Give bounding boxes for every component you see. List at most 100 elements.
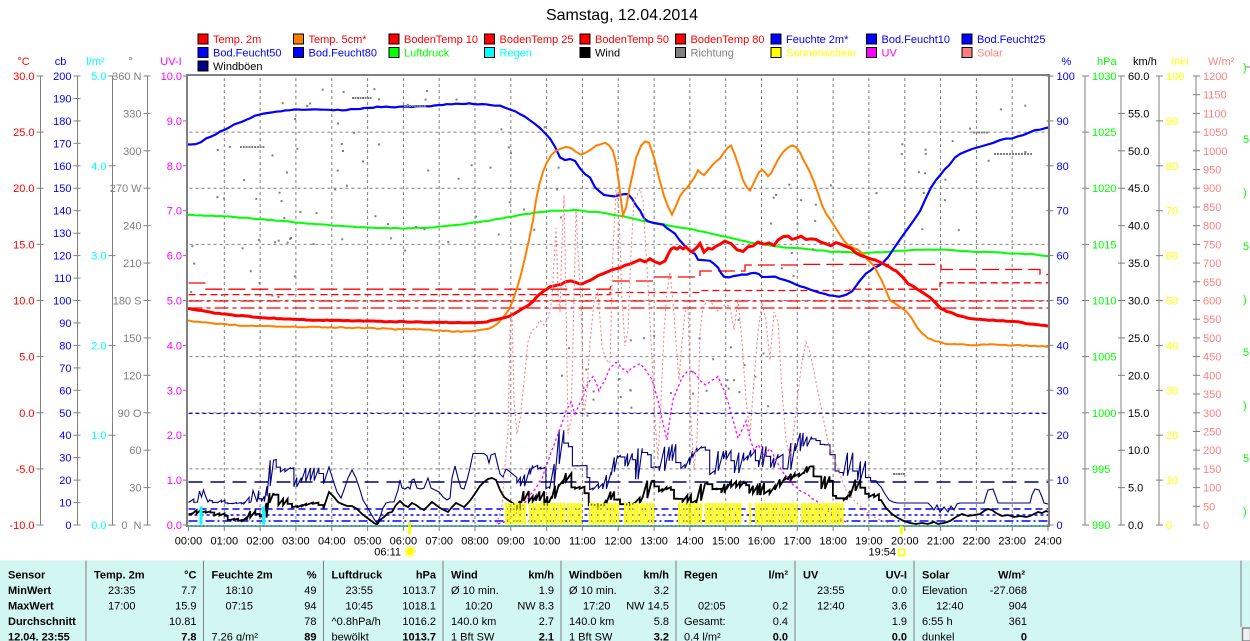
svg-text:Elevation: Elevation bbox=[922, 585, 967, 597]
svg-text:): ) bbox=[1243, 187, 1247, 199]
svg-text:0 N: 0 N bbox=[121, 520, 141, 532]
svg-text:Ø 10 min.: Ø 10 min. bbox=[569, 585, 617, 597]
svg-text:50: 50 bbox=[1166, 296, 1178, 308]
svg-text:30: 30 bbox=[1057, 385, 1069, 397]
svg-text:BodenTemp 25: BodenTemp 25 bbox=[500, 34, 574, 46]
svg-text:140.0 km: 140.0 km bbox=[451, 616, 496, 628]
svg-text:49: 49 bbox=[304, 585, 316, 597]
svg-text:950: 950 bbox=[1203, 165, 1221, 177]
svg-text:23:35: 23:35 bbox=[108, 585, 136, 597]
svg-text:3.0: 3.0 bbox=[167, 385, 182, 397]
svg-text:210: 210 bbox=[123, 258, 141, 270]
svg-text:06:11: 06:11 bbox=[374, 547, 401, 559]
svg-text:BodenTemp 10: BodenTemp 10 bbox=[404, 34, 478, 46]
svg-text:10:45: 10:45 bbox=[346, 601, 374, 613]
svg-text:3.2: 3.2 bbox=[654, 585, 669, 597]
svg-text:80: 80 bbox=[1057, 161, 1069, 173]
svg-text:Regen: Regen bbox=[500, 48, 532, 60]
svg-text:km/h: km/h bbox=[528, 570, 554, 582]
svg-text:02:00: 02:00 bbox=[246, 536, 274, 548]
svg-text:0.0: 0.0 bbox=[1128, 520, 1143, 532]
svg-text:Bod.Feucht10: Bod.Feucht10 bbox=[882, 34, 951, 46]
svg-text:): ) bbox=[1243, 294, 1247, 306]
svg-text:400: 400 bbox=[1203, 370, 1221, 382]
svg-text:170: 170 bbox=[53, 138, 71, 150]
svg-text:70: 70 bbox=[1166, 206, 1178, 218]
svg-text:0.0: 0.0 bbox=[892, 585, 907, 597]
svg-text:NW 14.5: NW 14.5 bbox=[626, 601, 669, 613]
svg-text:200: 200 bbox=[53, 71, 71, 83]
svg-text:): ) bbox=[1243, 400, 1247, 412]
svg-text:UV: UV bbox=[803, 570, 819, 582]
svg-text:Samstag, 12.04.2014: Samstag, 12.04.2014 bbox=[546, 7, 698, 24]
svg-text:20.0: 20.0 bbox=[13, 183, 34, 195]
svg-text:3.2: 3.2 bbox=[654, 632, 669, 641]
svg-text:90: 90 bbox=[59, 318, 71, 330]
svg-text:60: 60 bbox=[59, 385, 71, 397]
svg-text:89: 89 bbox=[304, 632, 316, 641]
svg-text:1.0: 1.0 bbox=[167, 475, 182, 487]
svg-text:50: 50 bbox=[1057, 296, 1069, 308]
svg-text:1000: 1000 bbox=[1203, 146, 1227, 158]
svg-text:): ) bbox=[1243, 62, 1247, 74]
svg-text:40: 40 bbox=[59, 430, 71, 442]
svg-text:1013.7: 1013.7 bbox=[402, 585, 436, 597]
svg-text:BodenTemp 80: BodenTemp 80 bbox=[691, 34, 765, 46]
svg-text:550: 550 bbox=[1203, 314, 1221, 326]
svg-text:Solar: Solar bbox=[922, 570, 950, 582]
svg-text:02:05: 02:05 bbox=[698, 601, 726, 613]
svg-text:450: 450 bbox=[1203, 352, 1221, 364]
svg-text:15:00: 15:00 bbox=[712, 536, 740, 548]
svg-text:90: 90 bbox=[1166, 116, 1178, 128]
svg-text:1000: 1000 bbox=[1092, 408, 1116, 420]
svg-text:00:00: 00:00 bbox=[175, 536, 203, 548]
svg-text:300: 300 bbox=[1203, 408, 1221, 420]
svg-text:130: 130 bbox=[53, 228, 71, 240]
svg-text:5.0: 5.0 bbox=[1128, 483, 1143, 495]
svg-text:Sensor: Sensor bbox=[8, 570, 46, 582]
svg-text:17:20: 17:20 bbox=[583, 601, 611, 613]
svg-text:23:00: 23:00 bbox=[998, 536, 1026, 548]
svg-text:20: 20 bbox=[1166, 430, 1178, 442]
svg-text:17:00: 17:00 bbox=[108, 601, 136, 613]
svg-text:0.0: 0.0 bbox=[773, 632, 788, 641]
svg-text:1015: 1015 bbox=[1092, 239, 1116, 251]
svg-text:990: 990 bbox=[1092, 520, 1110, 532]
svg-text:5: 5 bbox=[1243, 241, 1249, 253]
svg-text:70: 70 bbox=[1057, 206, 1069, 218]
svg-text:1050: 1050 bbox=[1203, 127, 1227, 139]
svg-text:30.0: 30.0 bbox=[1128, 296, 1149, 308]
svg-text:%: % bbox=[307, 570, 317, 582]
svg-text:BodenTemp 50: BodenTemp 50 bbox=[595, 34, 669, 46]
svg-text:60: 60 bbox=[1166, 251, 1178, 263]
svg-text:240: 240 bbox=[123, 221, 141, 233]
svg-text:hPa: hPa bbox=[416, 570, 437, 582]
svg-text:UV-I: UV-I bbox=[886, 570, 907, 582]
svg-text:150: 150 bbox=[1203, 464, 1221, 476]
svg-text:Solar: Solar bbox=[977, 48, 1003, 60]
svg-text:750: 750 bbox=[1203, 239, 1221, 251]
svg-text:904: 904 bbox=[1009, 601, 1027, 613]
svg-text:10.81: 10.81 bbox=[169, 616, 197, 628]
svg-text:995: 995 bbox=[1092, 464, 1110, 476]
svg-text:7.26 g/m²: 7.26 g/m² bbox=[212, 632, 259, 641]
svg-text:Feuchte 2m: Feuchte 2m bbox=[212, 570, 273, 582]
svg-text:5.0: 5.0 bbox=[19, 352, 34, 364]
svg-text:10:20: 10:20 bbox=[465, 601, 493, 613]
svg-text:55.0: 55.0 bbox=[1128, 108, 1149, 120]
svg-text:MaxWert: MaxWert bbox=[8, 601, 54, 613]
svg-text:Ø 10 min.: Ø 10 min. bbox=[451, 585, 499, 597]
svg-text:160: 160 bbox=[53, 161, 71, 173]
svg-text:Gesamt:: Gesamt: bbox=[684, 616, 726, 628]
svg-text:30.0: 30.0 bbox=[13, 71, 34, 83]
svg-text:Temp. 2m: Temp. 2m bbox=[94, 570, 145, 582]
svg-text:°C: °C bbox=[184, 570, 196, 582]
svg-text:300: 300 bbox=[123, 146, 141, 158]
svg-text:16:00: 16:00 bbox=[748, 536, 776, 548]
svg-text:1025: 1025 bbox=[1092, 127, 1116, 139]
svg-text:Feuchte 2m*: Feuchte 2m* bbox=[786, 34, 849, 46]
svg-text:10: 10 bbox=[59, 498, 71, 510]
svg-text:Wind: Wind bbox=[595, 48, 620, 60]
svg-text:Wind: Wind bbox=[451, 570, 478, 582]
svg-text:30: 30 bbox=[1166, 385, 1178, 397]
